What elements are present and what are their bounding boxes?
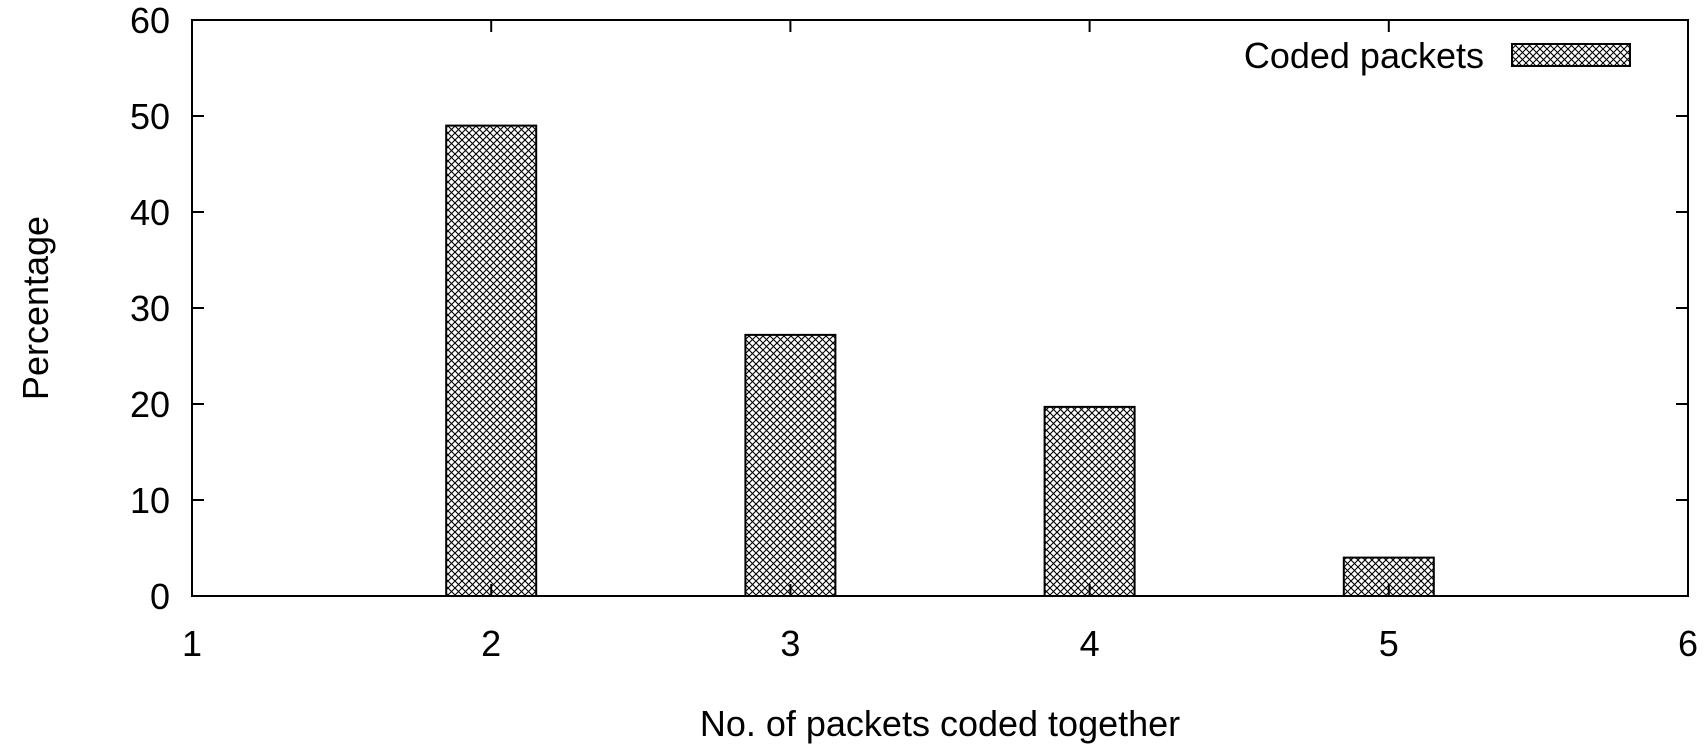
y-tick-label-40: 40 <box>130 192 170 233</box>
labels-layer: No. of packets coded together Percentage <box>15 216 1180 744</box>
x-tick-label-5: 5 <box>1379 623 1399 664</box>
plot-frame <box>191 19 1689 597</box>
bars-layer <box>445 124 1435 597</box>
y-tick-label-0: 0 <box>150 576 170 617</box>
y-tick-label-10: 10 <box>130 480 170 521</box>
x-tick-label-1: 1 <box>182 623 202 664</box>
y-tick-label-30: 30 <box>130 288 170 329</box>
bar-3 <box>744 333 837 597</box>
x-tick-label-2: 2 <box>481 623 501 664</box>
axes-layer: 0 10 20 30 40 50 60 1 2 3 4 5 6 <box>130 0 1698 664</box>
legend-label: Coded packets <box>1244 35 1484 76</box>
bar-4 <box>1043 405 1136 597</box>
y-axis-title: Percentage <box>15 216 56 400</box>
bar-2 <box>445 124 538 597</box>
y-tick-label-50: 50 <box>130 96 170 137</box>
legend-swatch <box>1511 43 1631 67</box>
x-tick-label-6: 6 <box>1678 623 1698 664</box>
x-tick-label-3: 3 <box>780 623 800 664</box>
y-tick-label-20: 20 <box>130 384 170 425</box>
legend: Coded packets <box>1244 35 1631 76</box>
x-tick-label-4: 4 <box>1080 623 1100 664</box>
x-axis-title: No. of packets coded together <box>700 703 1180 744</box>
y-tick-label-60: 60 <box>130 0 170 41</box>
